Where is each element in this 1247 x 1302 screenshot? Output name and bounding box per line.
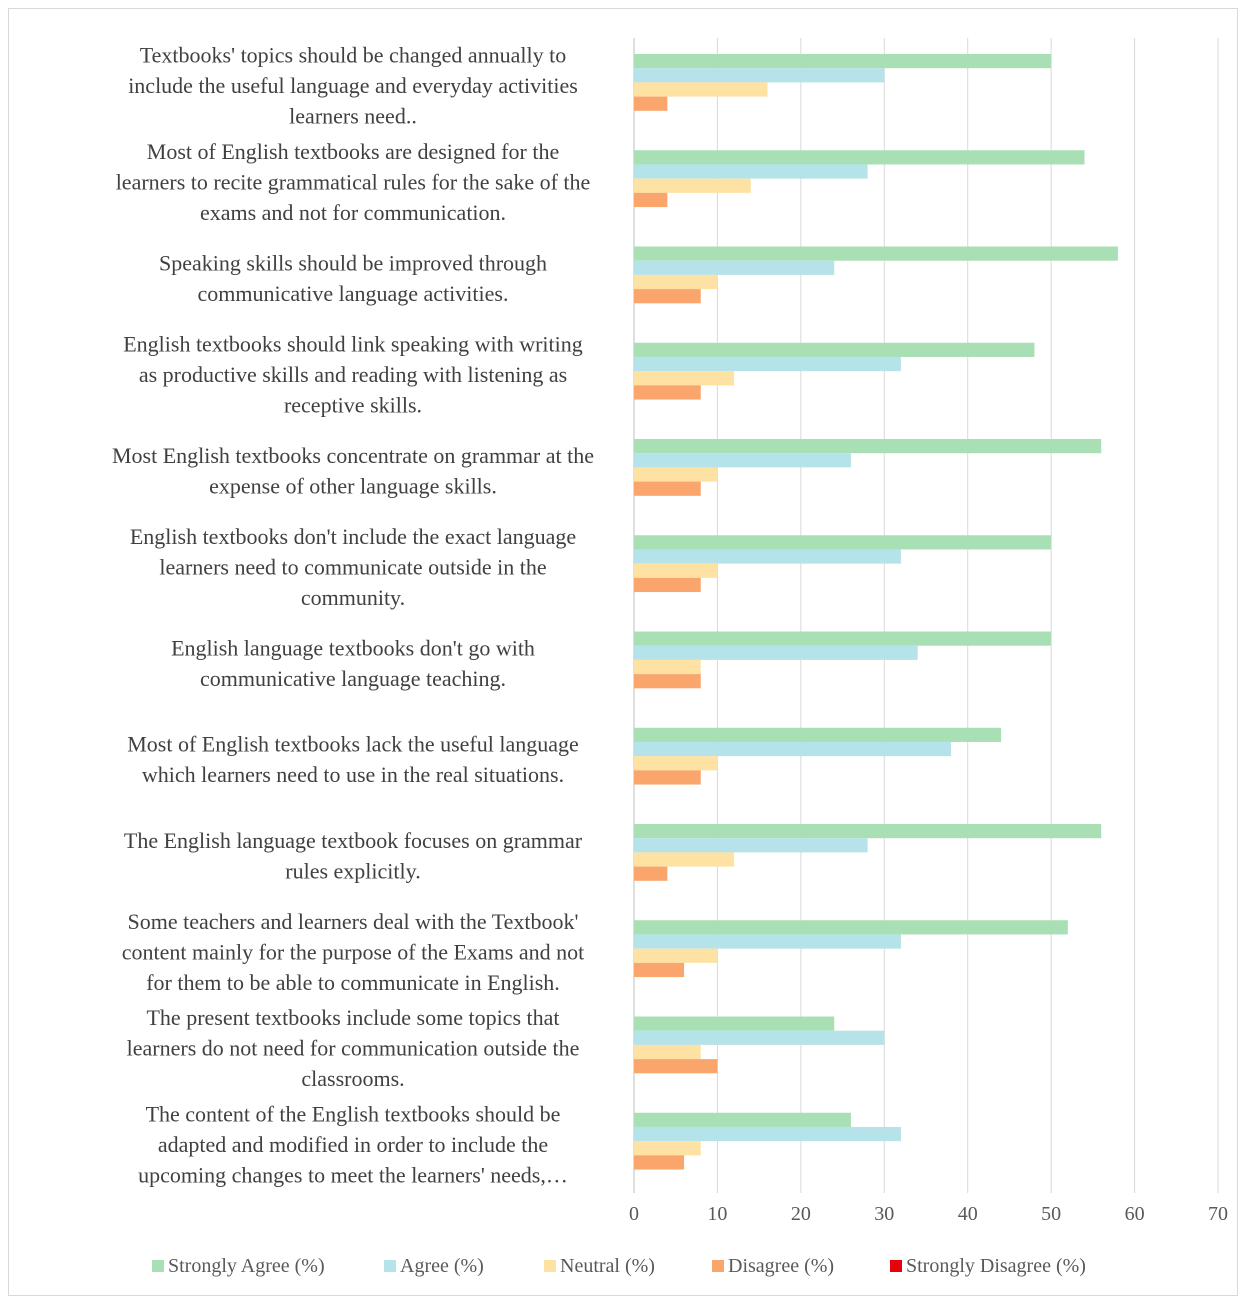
bar: [634, 1126, 901, 1142]
bar: [634, 934, 901, 949]
horizontal-bar-chart: Textbooks' topics should be changed annu…: [112, 38, 1228, 1277]
category-label: The English language textbook focuses on…: [124, 828, 583, 884]
bar: [634, 150, 1085, 165]
bar: [634, 54, 1052, 69]
x-tick-label: 20: [791, 1203, 811, 1225]
legend: Strongly Agree (%) Agree (%) Neutral (%) Di…: [152, 1255, 1086, 1277]
x-tick-label: 60: [1125, 1203, 1145, 1225]
x-tick-label: 70: [1208, 1203, 1228, 1225]
bar: [634, 164, 868, 179]
legend-item: Neutral (%): [544, 1255, 655, 1277]
category-label: Some teachers and learners deal with the…: [122, 909, 585, 995]
category-label: Most English textbooks concentrate on gr…: [112, 443, 594, 499]
category-label: English textbooks don't include the exac…: [130, 524, 576, 610]
bar: [634, 439, 1102, 454]
x-tick-label: 50: [1041, 1203, 1061, 1225]
bar: [634, 962, 685, 978]
category-label: The content of the English textbooks sho…: [138, 1101, 568, 1187]
bar: [634, 563, 718, 578]
x-tick-label: 10: [707, 1203, 727, 1225]
bars: [634, 54, 1118, 1170]
bar: [634, 824, 1102, 839]
category-label: English language textbooks don't go with…: [171, 635, 535, 691]
bar: [634, 727, 1002, 742]
x-tick-label: 30: [874, 1203, 894, 1225]
bar: [634, 866, 668, 881]
legend-swatch: [890, 1260, 902, 1272]
legend-swatch: [384, 1260, 396, 1272]
bar: [634, 577, 701, 593]
bar: [634, 1155, 685, 1170]
bar: [634, 371, 735, 386]
legend-item: Agree (%): [384, 1255, 484, 1277]
bar: [634, 659, 701, 675]
bar: [634, 1112, 851, 1127]
bar: [634, 674, 701, 689]
legend-label: Disagree (%): [728, 1255, 834, 1277]
gridlines: [633, 38, 1219, 1193]
legend-item: Strongly Agree (%): [152, 1255, 325, 1277]
bar: [634, 948, 718, 963]
x-tick-label: 0: [629, 1203, 639, 1225]
category-label: Speaking skills should be improved throu…: [159, 250, 547, 306]
bar: [634, 770, 701, 785]
category-label: The present textbooks include some topic…: [127, 1005, 580, 1091]
bar: [634, 82, 768, 97]
legend-swatch: [712, 1260, 724, 1272]
bar: [634, 920, 1068, 935]
legend-item: Disagree (%): [712, 1255, 834, 1277]
legend-swatch: [152, 1260, 164, 1272]
legend-label: Strongly Disagree (%): [906, 1255, 1086, 1277]
bar: [634, 631, 1052, 646]
bar: [634, 96, 668, 111]
legend-item: Strongly Disagree (%): [890, 1255, 1086, 1277]
legend-label: Strongly Agree (%): [168, 1255, 325, 1277]
bar: [634, 68, 885, 83]
bar: [634, 274, 718, 290]
bar: [634, 756, 718, 771]
bar: [634, 178, 751, 193]
category-label: English textbooks should link speaking w…: [123, 331, 583, 417]
bar: [634, 1030, 885, 1045]
bar: [634, 741, 952, 757]
bar: [634, 852, 735, 867]
bar: [634, 838, 868, 853]
bar: [634, 342, 1035, 357]
bar: [634, 246, 1118, 261]
bar: [634, 1044, 701, 1060]
bar: [634, 467, 718, 482]
bar: [634, 192, 668, 208]
chart-frame: Textbooks' topics should be changed annu…: [8, 8, 1238, 1296]
bar: [634, 1016, 835, 1031]
bar: [634, 645, 918, 660]
bar: [634, 549, 901, 564]
category-label: Most of English textbooks are designed f…: [116, 139, 591, 225]
bar: [634, 453, 851, 468]
category-label: Textbooks' topics should be changed annu…: [128, 43, 578, 129]
bar: [634, 1059, 718, 1074]
bar: [634, 289, 701, 304]
x-tick-label: 40: [958, 1203, 978, 1225]
bar: [634, 1141, 701, 1156]
bar: [634, 356, 901, 372]
category-labels: Textbooks' topics should be changed annu…: [112, 43, 594, 1188]
bar: [634, 481, 701, 496]
legend-swatch: [544, 1260, 556, 1272]
bar: [634, 260, 835, 275]
category-label: Most of English textbooks lack the usefu…: [127, 732, 579, 788]
legend-label: Agree (%): [400, 1255, 484, 1277]
bar: [634, 535, 1052, 550]
bar: [634, 385, 701, 400]
legend-label: Neutral (%): [560, 1255, 655, 1277]
x-axis-ticks: 0 10 20 30 40 50 60 70: [629, 1203, 1228, 1225]
